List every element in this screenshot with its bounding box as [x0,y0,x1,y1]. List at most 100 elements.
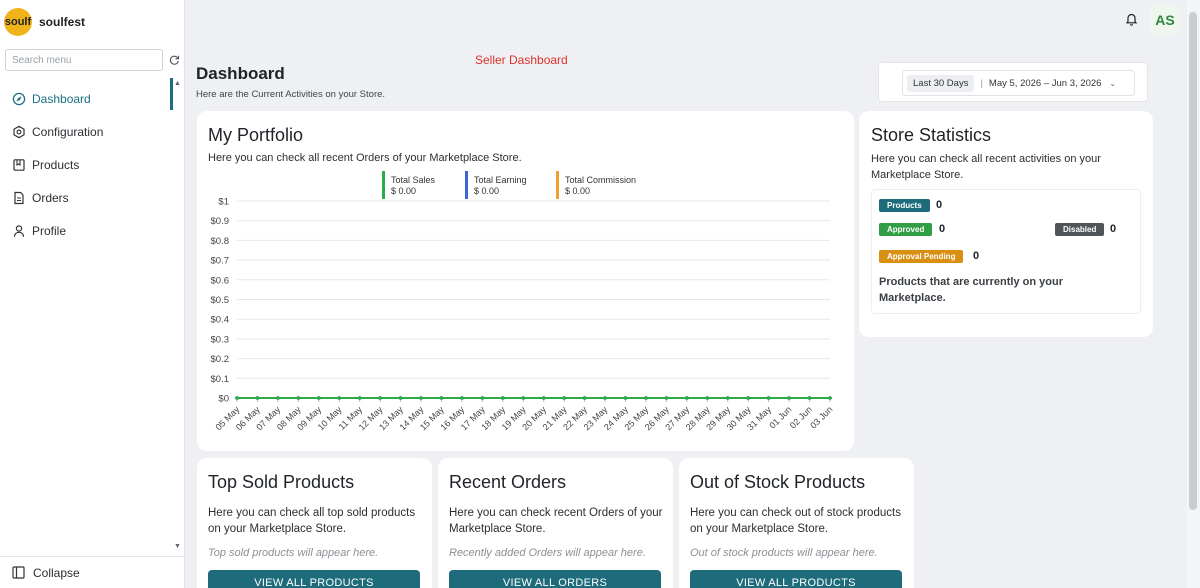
legend-value: $ 0.00 [391,186,417,196]
search-menu-input[interactable] [5,49,163,71]
chevron-down-icon[interactable]: ⌄ [1109,78,1117,88]
data-point [276,396,280,400]
data-point [378,396,382,400]
recent-orders-empty: Recently added Orders will appear here. [449,547,646,559]
data-point [357,396,362,400]
sidebar-item-label: Profile [32,223,67,238]
brand-name: soulfest [39,15,86,29]
bell-icon[interactable] [1125,12,1138,26]
recent-orders-desc: Here you can check recent Orders of your… [449,507,663,535]
view-all-out-of-stock-button[interactable]: VIEW ALL PRODUCTS [690,570,902,588]
data-point [235,396,239,400]
products-count: 0 [936,199,943,211]
data-point [255,396,260,400]
sidebar-item-label: Orders [32,190,69,205]
y-tick-label: $0.7 [211,256,230,267]
legend-color-bar [465,171,468,199]
date-separator: | [980,77,983,89]
data-point [787,396,791,400]
data-point [460,396,464,400]
sidebar-scroll-up-icon[interactable]: ▲ [174,80,181,87]
data-point [439,396,444,400]
disabled-badge: Disabled [1055,223,1105,236]
sidebar-item-profile[interactable]: Profile [0,214,172,247]
view-all-products-button[interactable]: VIEW ALL PRODUCTS [208,570,420,588]
data-point [337,396,342,400]
date-range-picker[interactable]: Last 30 Days | May 5, 2026 – Jun 3, 2026… [902,70,1135,96]
legend-color-bar [382,171,385,199]
legend-value: $ 0.00 [565,186,591,196]
y-tick-label: $0.6 [211,275,230,286]
sidebar-item-label: Dashboard [32,91,91,106]
approval-pending-badge: Approval Pending [879,250,964,263]
data-point [766,396,771,400]
store-statistics-title: Store Statistics [871,125,992,145]
store-statistics-note: Products that are currently on your Mark… [879,276,1063,304]
book-icon [12,158,26,172]
sidebar-item-configuration[interactable]: Configuration [0,115,172,148]
y-tick-label: $0.2 [211,354,230,365]
data-point [664,396,669,400]
seller-dashboard-label: Seller Dashboard [475,53,568,67]
portfolio-desc: Here you can check all recent Orders of … [208,152,522,164]
out-of-stock-empty: Out of stock products will appear here. [690,547,878,559]
portfolio-card [197,111,854,451]
page-scrollbar-thumb[interactable] [1189,12,1197,510]
brand[interactable]: soulf soulfest [4,8,85,36]
y-tick-label: $0 [218,394,229,405]
date-preset[interactable]: Last 30 Days [907,74,975,92]
data-point [480,396,485,400]
data-point [725,396,730,400]
document-icon [12,191,26,205]
date-filter-container: Last 30 Days | May 5, 2026 – Jun 3, 2026… [878,62,1148,102]
store-statistics-panel [871,189,1141,314]
data-point [296,396,301,400]
top-sold-card [197,458,432,588]
legend-total-earning[interactable]: Total Earning $ 0.00 [465,171,527,199]
data-point [603,396,607,400]
x-tick-label: 03 Jun [808,404,834,430]
sidebar-menu: Dashboard Configuration Products Orders … [0,82,172,247]
out-of-stock-card [679,458,914,588]
sidebar-scroll-thumb[interactable] [170,78,173,110]
y-tick-label: $0.1 [211,374,230,385]
brand-logo: soulf [4,8,32,36]
legend-total-sales[interactable]: Total Sales $ 0.00 [382,171,436,199]
legend-total-commission[interactable]: Total Commission $ 0.00 [556,171,636,199]
out-of-stock-desc: Here you can check out of stock products… [690,507,901,535]
page-title: Dashboard [196,64,285,83]
page-subtitle: Here are the Current Activities on your … [196,89,386,100]
data-point [828,396,832,400]
collapse-icon [12,566,25,579]
data-point [562,396,566,400]
data-point [705,396,710,400]
y-tick-label: $0.3 [211,334,230,345]
y-tick-label: $1 [218,197,229,208]
legend-label: Total Sales [391,175,436,185]
collapse-button[interactable]: Collapse [0,556,185,588]
refresh-icon[interactable] [168,54,180,66]
sidebar-item-dashboard[interactable]: Dashboard [0,82,172,115]
disabled-count: 0 [1110,223,1117,235]
recent-orders-title: Recent Orders [449,472,567,492]
user-icon [12,224,26,238]
data-point [521,396,526,400]
sidebar-item-products[interactable]: Products [0,148,172,181]
data-point [541,396,546,400]
settings-hex-icon [12,125,26,139]
sidebar-scroll-down-icon[interactable]: ▼ [174,543,181,550]
data-point [807,396,812,400]
legend-label: Total Earning [474,175,527,185]
data-point [582,396,587,400]
avatar[interactable]: AS [1150,6,1180,34]
recent-orders-card [438,458,673,588]
dashboard-icon [12,92,26,106]
legend-color-bar [556,171,559,199]
y-tick-label: $0.8 [211,236,230,247]
view-all-orders-button[interactable]: VIEW ALL ORDERS [449,570,661,588]
legend-value: $ 0.00 [474,186,500,196]
date-range: May 5, 2026 – Jun 3, 2026 [988,77,1102,89]
sidebar: soulf soulfest ▲ ▼ Dashboard Configurati… [0,0,185,588]
sidebar-item-orders[interactable]: Orders [0,181,172,214]
store-statistics-desc: Here you can check all recent activities… [871,153,1101,181]
